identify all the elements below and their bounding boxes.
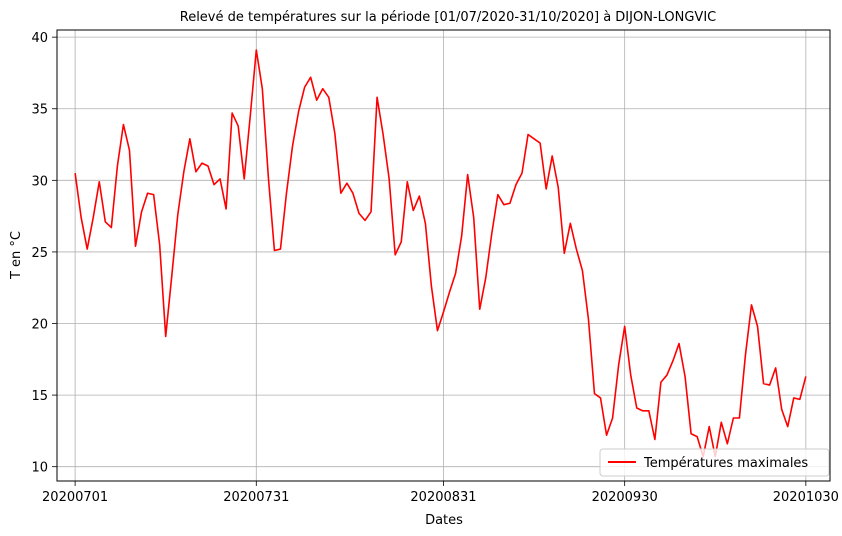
x-axis-title: Dates: [425, 513, 463, 528]
x-tick-label: 20200731: [223, 490, 289, 505]
legend: Températures maximales: [599, 448, 830, 477]
x-tick-label: 20201030: [773, 490, 839, 505]
y-tick-label: 15: [31, 389, 48, 404]
y-tick-label: 20: [31, 318, 48, 333]
grid-lines: [57, 30, 830, 481]
y-tick-label: 30: [31, 174, 48, 189]
y-axis-title: T en °C: [9, 231, 24, 280]
y-tick-label: 10: [31, 461, 48, 476]
y-tick-label: 40: [31, 31, 48, 46]
x-tick-label: 20200831: [410, 490, 476, 505]
series-line-temperatures-maximales: [74, 49, 807, 458]
chart-title: Relevé de températures sur la période [0…: [180, 10, 717, 25]
legend-box: [599, 448, 830, 477]
y-axis: 10 15 20 25 30 35 40: [31, 31, 57, 476]
legend-label: Températures maximales: [643, 456, 808, 471]
x-tick-label: 20200930: [592, 490, 658, 505]
x-tick-label: 20200701: [42, 490, 108, 505]
y-tick-label: 35: [31, 103, 48, 118]
x-axis: 20200701 20200731 20200831 20200930 20201030: [42, 481, 839, 505]
series-layer: [74, 49, 807, 458]
y-tick-label: 25: [31, 246, 48, 261]
